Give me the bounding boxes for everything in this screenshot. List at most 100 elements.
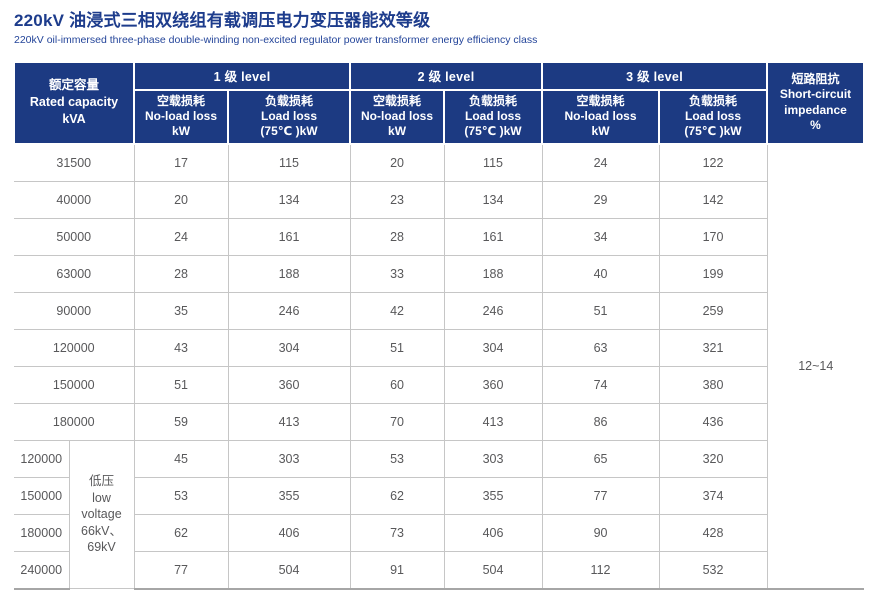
- value-cell: 134: [443, 180, 543, 219]
- value-cell: 42: [349, 291, 445, 330]
- value-cell: 355: [443, 476, 543, 515]
- capacity-cell: 120000: [14, 328, 135, 367]
- table-header: 额定容量 Rated capacity kVA 1 级 level 2 级 le…: [12, 60, 866, 145]
- value-cell: 24: [541, 143, 660, 182]
- impedance-value-cell: 12~14: [766, 143, 865, 590]
- value-cell: 504: [443, 550, 543, 590]
- load-header-cell-2: 负载损耗 Load loss (75℃ )kW: [443, 88, 544, 145]
- load-unit: (75℃ )kW: [464, 124, 522, 139]
- value-cell: 77: [133, 550, 229, 590]
- value-cell: 70: [349, 402, 445, 441]
- capacity-cell: 150000: [14, 476, 70, 515]
- capacity-cell: 63000: [14, 254, 135, 293]
- table-row: 50000 24 161 28 161 34 170: [14, 217, 864, 256]
- value-cell: 115: [443, 143, 543, 182]
- capacity-header-unit: kVA: [62, 112, 86, 127]
- capacity-header-zh: 额定容量: [49, 78, 100, 93]
- noload-unit: kW: [172, 124, 191, 139]
- value-cell: 360: [227, 365, 351, 404]
- value-cell: 199: [658, 254, 768, 293]
- value-cell: 161: [227, 217, 351, 256]
- level-3-header-cell: 3 级 level: [541, 60, 769, 91]
- value-cell: 413: [443, 402, 543, 441]
- capacity-cell: 180000: [14, 402, 135, 441]
- value-cell: 246: [443, 291, 543, 330]
- table-row: 180000 59 413 70 413 86 436: [14, 402, 864, 441]
- value-cell: 43: [133, 328, 229, 367]
- value-cell: 74: [541, 365, 660, 404]
- table-row: 63000 28 188 33 188 40 199: [14, 254, 864, 293]
- value-cell: 51: [133, 365, 229, 404]
- value-cell: 45: [133, 439, 229, 478]
- value-cell: 90: [541, 513, 660, 552]
- impedance-header-unit: %: [810, 118, 821, 133]
- value-cell: 259: [658, 291, 768, 330]
- value-cell: 413: [227, 402, 351, 441]
- load-header-cell-3: 负载损耗 Load loss (75℃ )kW: [658, 88, 769, 145]
- value-cell: 40: [541, 254, 660, 293]
- value-cell: 304: [227, 328, 351, 367]
- value-cell: 304: [443, 328, 543, 367]
- value-cell: 59: [133, 402, 229, 441]
- noload-header-cell-1: 空载损耗 No-load loss kW: [133, 88, 230, 145]
- capacity-cell: 180000: [14, 513, 70, 552]
- value-cell: 406: [227, 513, 351, 552]
- value-cell: 380: [658, 365, 768, 404]
- capacity-header-en: Rated capacity: [29, 95, 119, 110]
- table-body: 31500 17 115 20 115 24 122 12~14 40000 20 134 23 134…: [14, 143, 865, 590]
- load-unit: (75℃ )kW: [260, 124, 318, 139]
- value-cell: 20: [349, 143, 445, 182]
- value-cell: 29: [541, 180, 660, 219]
- capacity-cell: 150000: [14, 365, 135, 404]
- value-cell: 34: [541, 217, 660, 256]
- value-cell: 28: [133, 254, 229, 293]
- capacity-cell: 31500: [14, 143, 135, 182]
- level-2-header-cell: 2 级 level: [349, 60, 544, 91]
- capacity-cell: 90000: [14, 291, 135, 330]
- table-row: 180000 62 406 73 406 90 428: [14, 513, 864, 552]
- value-cell: 246: [227, 291, 351, 330]
- capacity-header-cell: 额定容量 Rated capacity kVA: [12, 60, 136, 145]
- value-cell: 86: [541, 402, 660, 441]
- table-row: 90000 35 246 42 246 51 259: [14, 291, 864, 330]
- table-row: 240000 77 504 91 504 112 532: [14, 550, 864, 590]
- value-cell: 91: [349, 550, 445, 590]
- low-voltage-note-line: 低压: [89, 474, 115, 489]
- value-cell: 303: [227, 439, 351, 478]
- table-row: 40000 20 134 23 134 29 142: [14, 180, 864, 219]
- value-cell: 23: [349, 180, 445, 219]
- noload-en: No-load loss: [564, 109, 637, 124]
- value-cell: 360: [443, 365, 543, 404]
- table-row: 120000 43 304 51 304 63 321: [14, 328, 864, 367]
- value-cell: 321: [658, 328, 768, 367]
- capacity-cell: 240000: [14, 550, 70, 590]
- load-en: Load loss: [261, 109, 318, 124]
- noload-zh: 空载损耗: [576, 93, 625, 108]
- load-en: Load loss: [465, 109, 522, 124]
- value-cell: 406: [443, 513, 543, 552]
- value-cell: 62: [349, 476, 445, 515]
- value-cell: 53: [133, 476, 229, 515]
- value-cell: 112: [541, 550, 660, 590]
- value-cell: 35: [133, 291, 229, 330]
- load-unit: (75℃ )kW: [684, 124, 742, 139]
- page-subtitle: 220kV oil-immersed three-phase double-wi…: [14, 34, 538, 47]
- noload-zh: 空载损耗: [157, 93, 206, 108]
- value-cell: 28: [349, 217, 445, 256]
- load-zh: 负载损耗: [265, 93, 314, 108]
- value-cell: 17: [133, 143, 229, 182]
- noload-unit: kW: [591, 124, 610, 139]
- value-cell: 170: [658, 217, 768, 256]
- value-cell: 77: [541, 476, 660, 515]
- low-voltage-note-line: voltage: [81, 507, 122, 522]
- value-cell: 188: [443, 254, 543, 293]
- low-voltage-note-line: 66kV、: [81, 523, 122, 538]
- value-cell: 355: [227, 476, 351, 515]
- value-cell: 53: [349, 439, 445, 478]
- load-zh: 负载损耗: [469, 93, 518, 108]
- load-header-cell-1: 负载损耗 Load loss (75℃ )kW: [227, 88, 352, 145]
- value-cell: 532: [658, 550, 768, 590]
- value-cell: 51: [541, 291, 660, 330]
- spec-table: 额定容量 Rated capacity kVA 1 级 level 2 级 le…: [12, 60, 866, 590]
